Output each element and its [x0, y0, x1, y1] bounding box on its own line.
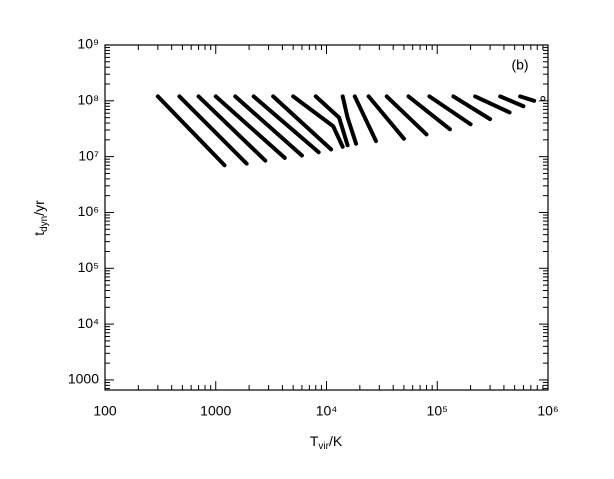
y-tick-label: 10⁶ [78, 203, 99, 219]
data-line [155, 94, 227, 168]
data-line [498, 94, 526, 109]
x-axis-label: Tvir/K [310, 433, 343, 452]
annotation: (b) [511, 57, 528, 73]
data-line [406, 94, 452, 132]
y-tick-label: 10⁸ [78, 92, 100, 108]
plot-frame [104, 44, 549, 391]
data-line [213, 94, 287, 160]
x-tick-label: 10⁴ [316, 403, 338, 419]
data-line [196, 94, 268, 163]
data-line [366, 94, 406, 141]
data-point [540, 96, 546, 102]
x-tick-label: 10⁵ [427, 403, 448, 419]
x-tick-label: 100 [93, 403, 117, 419]
data-line [518, 94, 537, 103]
y-tick-label: 10⁴ [77, 315, 99, 331]
y-tick-label: 10⁹ [77, 36, 99, 52]
data-line [384, 94, 429, 137]
data-line [271, 94, 334, 152]
data-line [177, 94, 249, 166]
x-label-sub: vir [318, 441, 329, 452]
data-line [251, 94, 321, 155]
data-line [451, 94, 493, 122]
data-line [473, 94, 512, 115]
data-line [313, 94, 350, 148]
y-tick-label: 10⁷ [78, 147, 99, 163]
data-line [291, 94, 345, 149]
y-label-main: t [31, 232, 47, 236]
x-label-rest: /K [329, 433, 343, 449]
y-tick-label: 10⁵ [78, 259, 99, 275]
x-tick-label: 10⁶ [537, 403, 558, 419]
y-tick-label: 1000 [68, 371, 99, 387]
y-label-sub: dyn [39, 216, 50, 232]
y-axis-label: tdyn/yr [31, 200, 50, 236]
data-line [233, 94, 304, 158]
data-line [340, 94, 359, 146]
x-tick-label: 1000 [200, 403, 231, 419]
data-line [427, 94, 473, 127]
x-label-main: T [310, 433, 319, 449]
data-line [352, 94, 379, 144]
y-label-rest: /yr [31, 200, 47, 216]
